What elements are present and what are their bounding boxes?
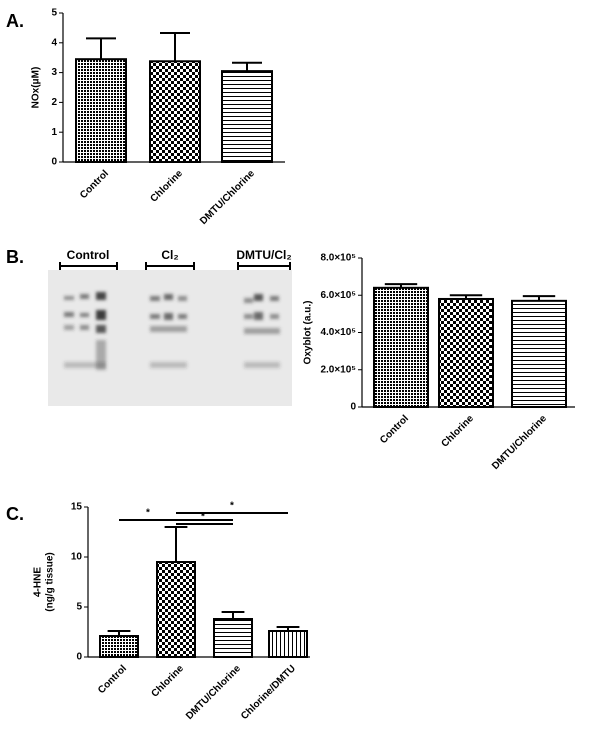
- x-tick-label: DMTU/Chlorine: [490, 413, 549, 472]
- x-tick-label: DMTU/Chlorine: [184, 663, 243, 722]
- bar: [221, 70, 273, 163]
- blot-label: Control: [67, 248, 110, 262]
- y-tick-label: 2.0×10⁵: [320, 364, 356, 375]
- bar: [75, 58, 127, 163]
- bar: [373, 286, 429, 408]
- x-tick-label: Chlorine: [149, 168, 186, 205]
- y-axis-label: Oxyblot (a.u.): [303, 301, 314, 365]
- x-tick-label: Control: [78, 168, 111, 201]
- x-tick-label: Control: [378, 413, 411, 446]
- y-axis-label: NOx(μM): [31, 67, 42, 109]
- y-tick-label: 5: [51, 8, 57, 19]
- significance-star: *: [146, 508, 150, 519]
- y-tick-label: 15: [71, 502, 83, 513]
- x-tick-label: Chlorine: [150, 663, 187, 700]
- y-tick-label: 3: [51, 67, 57, 78]
- y-tick-label: 1: [51, 127, 57, 138]
- y-tick-label: 2: [51, 97, 57, 108]
- bar: [511, 299, 567, 408]
- x-tick-label: Control: [96, 663, 129, 696]
- x-tick-label: Chlorine/DMTU: [239, 663, 298, 722]
- bar: [438, 297, 494, 409]
- blot-label: DMTU/Cl₂: [236, 248, 291, 262]
- western-blot: [48, 262, 292, 406]
- y-tick-label: 5: [76, 602, 82, 613]
- y-tick-label: 10: [71, 552, 83, 563]
- bar: [268, 630, 308, 658]
- significance-star: *: [230, 501, 234, 512]
- x-tick-label: DMTU/Chlorine: [198, 168, 257, 227]
- bar: [99, 635, 139, 658]
- bar: [149, 60, 201, 163]
- significance-star: *: [201, 512, 205, 523]
- blot-label: Cl₂: [161, 248, 178, 262]
- bar: [156, 561, 196, 658]
- y-tick-label: 0: [76, 652, 82, 663]
- y-tick-label: 0: [350, 402, 356, 413]
- y-tick-label: 6.0×10⁵: [320, 290, 356, 301]
- x-tick-label: Chlorine: [440, 413, 477, 450]
- panel-label: B.: [6, 247, 24, 267]
- y-tick-label: 4: [51, 37, 57, 48]
- y-tick-label: 4.0×10⁵: [320, 327, 356, 338]
- y-axis-label: 4-HNE: [33, 567, 44, 597]
- panel-label: A.: [6, 11, 24, 31]
- y-tick-label: 0: [51, 157, 57, 168]
- panel-label: C.: [6, 504, 24, 524]
- y-tick-label: 8.0×10⁵: [320, 253, 356, 264]
- bar: [213, 618, 253, 658]
- y-axis-label: (ng/g tissue): [45, 552, 56, 611]
